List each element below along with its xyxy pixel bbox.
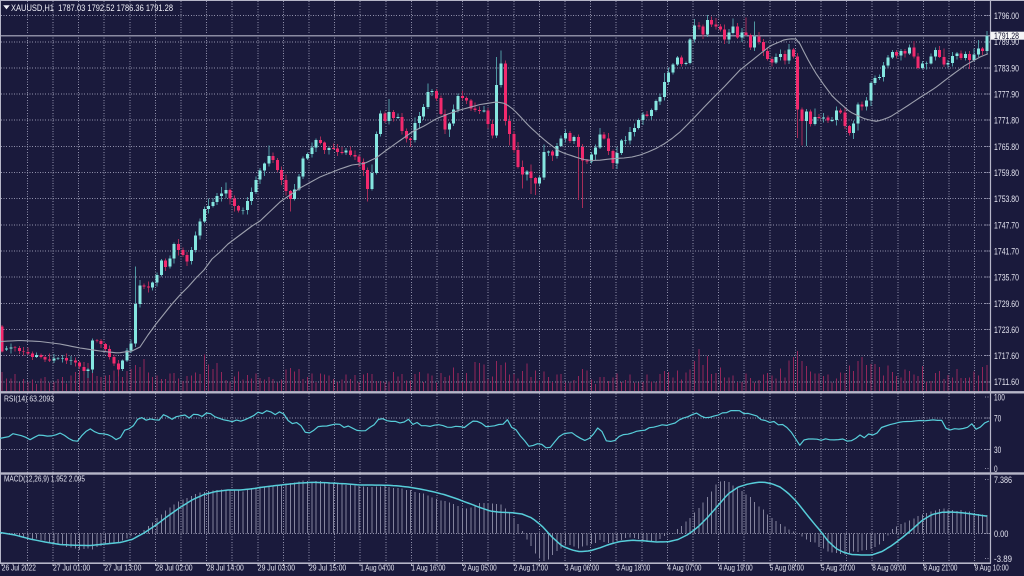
svg-text:MACD(12,26,9) 1.952 2.095: MACD(12,26,9) 1.952 2.095 — [4, 474, 85, 484]
svg-text:100: 100 — [994, 393, 1005, 404]
svg-text:1735.70: 1735.70 — [994, 273, 1019, 284]
svg-text:1796.00: 1796.00 — [994, 11, 1019, 22]
svg-text:1729.60: 1729.60 — [994, 299, 1019, 310]
svg-text:1 Aug 16:00: 1 Aug 16:00 — [411, 563, 445, 573]
svg-text:1741.70: 1741.70 — [994, 246, 1019, 257]
svg-text:70: 70 — [994, 413, 1001, 424]
svg-text:3 Aug 18:00: 3 Aug 18:00 — [616, 563, 650, 573]
svg-text:4 Aug 19:00: 4 Aug 19:00 — [719, 563, 753, 573]
svg-text:30: 30 — [994, 445, 1001, 456]
svg-text:1777.90: 1777.90 — [994, 90, 1019, 101]
svg-text:28 Jul 02:00: 28 Jul 02:00 — [155, 563, 192, 573]
svg-text:1723.60: 1723.60 — [994, 325, 1019, 336]
svg-text:7.386: 7.386 — [994, 475, 1012, 486]
svg-text:26 Jul 2022: 26 Jul 2022 — [2, 563, 36, 573]
svg-text:1753.80: 1753.80 — [994, 194, 1019, 205]
svg-text:1717.60: 1717.60 — [994, 351, 1019, 362]
svg-text:2 Aug 05:00: 2 Aug 05:00 — [463, 563, 497, 573]
svg-text:5 Aug 08:00: 5 Aug 08:00 — [770, 563, 804, 573]
svg-text:0: 0 — [994, 464, 998, 475]
svg-text:RSI(14) 63.2093: RSI(14) 63.2093 — [4, 394, 54, 404]
svg-text:1783.90: 1783.90 — [994, 63, 1019, 74]
svg-text:1759.80: 1759.80 — [994, 168, 1019, 179]
svg-text:3 Aug 06:00: 3 Aug 06:00 — [565, 563, 599, 573]
svg-text:2 Aug 17:00: 2 Aug 17:00 — [514, 563, 548, 573]
svg-text:27 Jul 13:00: 27 Jul 13:00 — [104, 563, 141, 573]
svg-text:0.00: 0.00 — [994, 529, 1008, 540]
svg-text:-3.89: -3.89 — [994, 554, 1012, 565]
svg-text:27 Jul 01:00: 27 Jul 01:00 — [53, 563, 90, 573]
svg-text:29 Jul 15:00: 29 Jul 15:00 — [309, 563, 346, 573]
svg-text:1711.60: 1711.60 — [994, 377, 1019, 388]
svg-text:1 Aug 04:00: 1 Aug 04:00 — [360, 563, 394, 573]
svg-text:1771.80: 1771.80 — [994, 116, 1019, 127]
svg-text:XAUUSD,H1 1787.03 1792.52 178: XAUUSD,H1 1787.03 1792.52 1786.36 1791.2… — [11, 3, 173, 14]
svg-text:8 Aug 09:00: 8 Aug 09:00 — [872, 563, 906, 573]
svg-text:1747.70: 1747.70 — [994, 220, 1019, 231]
svg-text:4 Aug 07:00: 4 Aug 07:00 — [667, 563, 701, 573]
svg-text:28 Jul 14:00: 28 Jul 14:00 — [207, 563, 244, 573]
svg-text:8 Aug 21:00: 8 Aug 21:00 — [923, 563, 957, 573]
svg-text:1765.80: 1765.80 — [994, 142, 1019, 153]
svg-text:9 Aug 10:00: 9 Aug 10:00 — [975, 563, 1009, 573]
svg-text:1789.90: 1789.90 — [994, 37, 1019, 48]
svg-text:29 Jul 03:00: 29 Jul 03:00 — [258, 563, 295, 573]
svg-text:5 Aug 20:00: 5 Aug 20:00 — [821, 563, 855, 573]
svg-text:1791.28: 1791.28 — [994, 31, 1019, 42]
